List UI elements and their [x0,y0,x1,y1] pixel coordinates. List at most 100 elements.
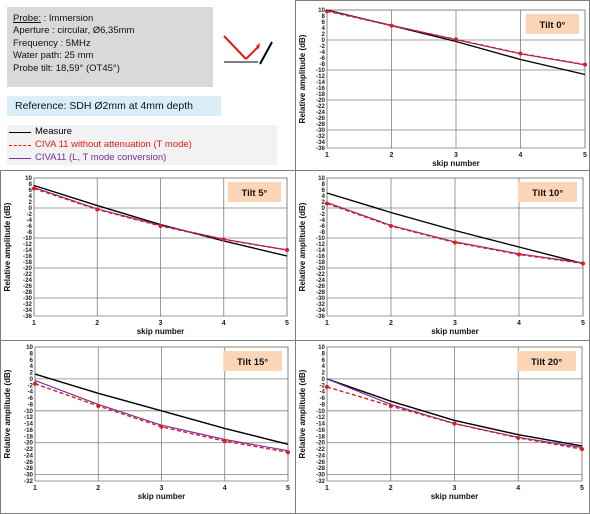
y-tick-label: -32 [316,133,326,140]
plot-frame [326,9,586,149]
y-axis-label: Relative amplitude (dB) [298,369,307,458]
y-tick-label: 4 [322,193,326,200]
water-path-line: Water path: 25 mm [13,50,94,62]
y-tick-label: 0 [30,376,34,383]
plot-frame [326,177,584,317]
y-tick-label: -26 [24,459,34,466]
y-tick-label: -20 [316,265,326,272]
y-tick-label: -18 [316,91,326,98]
arrow-head [256,43,260,49]
y-tick-label: -10 [316,235,326,242]
y-tick-label: -4 [319,49,325,56]
y-tick-label: -26 [23,283,33,290]
y-tick-label: -28 [316,121,326,128]
y-tick-label: -28 [316,465,326,472]
y-tick-label: -2 [319,382,325,389]
y-tick-label: -34 [316,307,326,314]
chart-title: Tilt 0° [540,20,566,31]
series-line-measure [326,378,583,447]
y-tick-label: 2 [29,199,33,206]
x-axis-label: skip number [137,327,185,336]
y-tick-label: 4 [322,363,326,370]
y-tick-label: -22 [23,271,33,278]
y-tick-label: -20 [316,440,326,447]
chart-tilt-10: -36-34-32-30-28-26-24-22-20-18-16-14-12-… [298,175,585,336]
frequency-line: Frequency : 5MHz [13,37,91,49]
y-tick-label: -22 [316,271,326,278]
y-tick-label: -14 [24,421,34,428]
legend-swatch-measure [9,132,31,133]
y-tick-label: -2 [27,382,33,389]
x-tick-label: 3 [454,152,458,159]
x-tick-label: 5 [581,320,585,327]
y-tick-label: -10 [316,408,326,415]
x-tick-label: 2 [389,320,393,327]
x-tick-label: 4 [223,485,227,492]
chart-title-box [525,14,579,34]
y-tick-label: -14 [316,247,326,254]
y-tick-label: 6 [30,357,34,364]
y-tick-label: -4 [27,389,33,396]
y-tick-label: 0 [322,376,326,383]
probe-tilt-line: Probe tilt: 18,59° (OT45°) [13,62,120,74]
chart-title: Tilt 20° [531,357,562,368]
reflected-beam [245,46,259,60]
incident-beam [223,35,247,60]
x-tick-label: 3 [160,485,164,492]
series-point-civa-t [33,381,37,386]
y-tick-label: 6 [322,187,326,194]
x-axis-label: skip number [431,327,479,336]
probe-tilt-line-mark [259,41,273,65]
x-tick-label: 1 [325,320,329,327]
series-point-civa-t [518,51,523,56]
x-tick-label: 2 [389,485,393,492]
series-point-civa-t [325,9,329,14]
y-tick-label: -26 [316,283,326,290]
y-tick-label: -24 [316,452,326,459]
y-tick-label: 4 [322,25,326,32]
chart-title: Tilt 15° [237,357,268,368]
series-point-civa-t [325,201,329,206]
y-tick-label: 0 [322,37,326,44]
aperture-line: Aperture : circular, Ø6,35mm [13,25,135,37]
x-tick-label: 5 [285,320,289,327]
x-tick-label: 2 [390,152,394,159]
y-tick-label: 4 [30,363,34,370]
y-tick-label: -6 [27,395,33,402]
series-point-civa-t [222,439,227,444]
x-tick-label: 5 [583,152,587,159]
series-point-civa-t [583,62,587,67]
y-tick-label: -14 [316,79,326,86]
x-axis-label: skip number [431,492,479,501]
legend-swatch-civa-lt [9,158,31,159]
y-tick-label: -12 [316,241,326,248]
y-tick-label: 2 [322,31,326,38]
series-point-civa-t [285,248,289,252]
chart-tilt-0: -36-34-32-30-28-26-24-22-20-18-16-14-12-… [298,7,587,168]
y-tick-label: -30 [316,295,326,302]
y-tick-label: -34 [23,307,33,314]
probe-info-box: Probe: : Immersion Aperture : circular, … [7,7,213,87]
plot-frame [326,346,583,482]
y-tick-label: -30 [316,472,326,479]
x-tick-label: 1 [325,485,329,492]
series-line-measure [326,192,584,265]
y-tick-label: -4 [319,389,325,396]
y-tick-label: 10 [318,175,325,182]
series-point-civa-t [454,37,458,42]
chart-title-box [517,351,576,371]
y-tick-label: 6 [29,187,33,194]
y-tick-label: -12 [24,414,34,421]
y-tick-label: -30 [24,472,34,479]
chart-panel-tilt-10: -36 -34 -32 -30 -28 -26 -24 -22 -20 -18 -16 -14 -12-… [295,170,590,341]
y-tick-label: 6 [322,357,326,364]
y-tick-label: 4 [29,193,33,200]
y-tick-label: -2 [319,43,325,50]
series-point-civa-t [286,450,290,455]
y-tick-label: -12 [316,414,326,421]
y-tick-label: -36 [316,145,326,152]
legend-label-civa-lt: CIVA11 (L, T mode conversion) [35,152,167,163]
y-tick-label: -20 [23,265,33,272]
chart-tilt-15: -32-30-28-26-24-22-20-18-16-14-12-10-8-6… [3,344,290,501]
y-tick-label: -6 [319,395,325,402]
